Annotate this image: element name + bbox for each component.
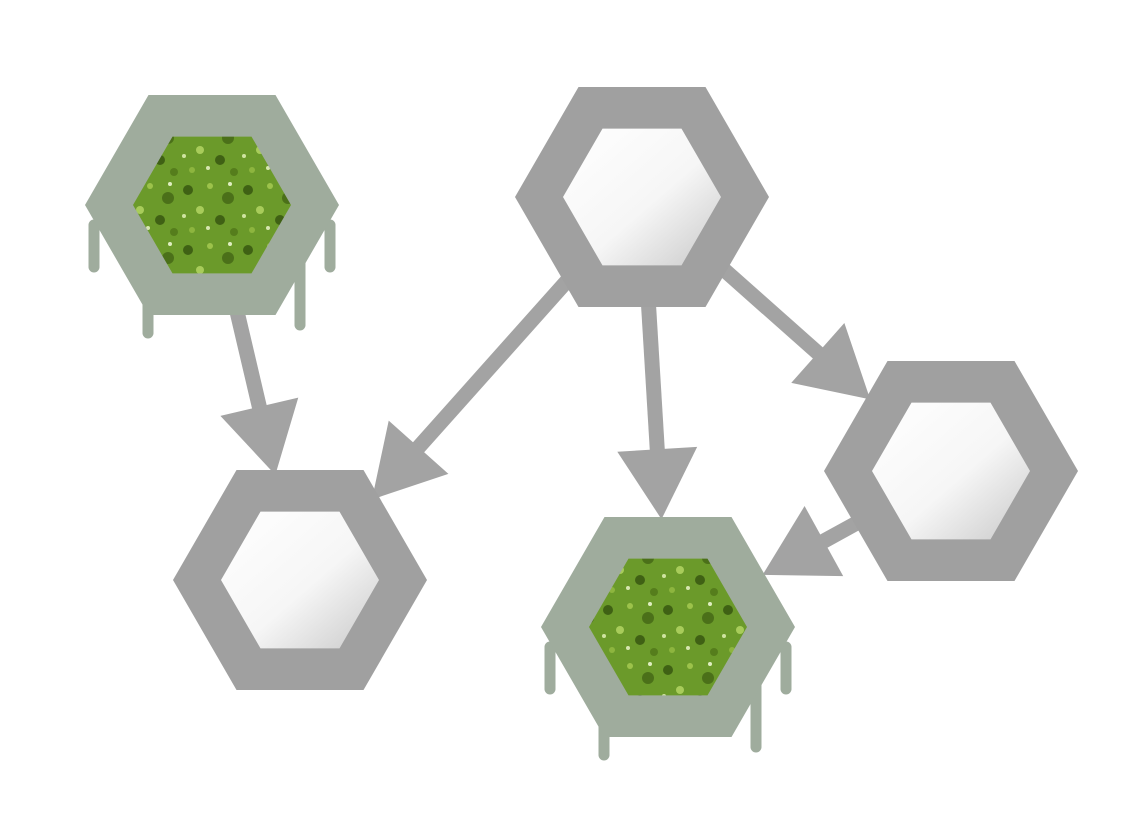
node-n2-clean xyxy=(515,87,769,307)
arrowhead-icon xyxy=(791,322,871,400)
edge-shaft xyxy=(641,304,665,454)
edge-shaft xyxy=(229,308,268,413)
node-n4-contaminated xyxy=(541,517,795,761)
node-n3-clean xyxy=(173,470,427,690)
clean-fill xyxy=(872,402,1030,540)
arrowhead-icon xyxy=(220,397,299,475)
slime-fill xyxy=(133,136,291,274)
node-n1-contaminated xyxy=(85,95,339,339)
arrowhead-icon xyxy=(371,420,449,500)
edge-arrow-n5-to-n4 xyxy=(762,506,861,577)
arrowhead-icon xyxy=(617,446,698,520)
edge-shaft xyxy=(816,516,861,550)
edge-shaft xyxy=(410,272,576,456)
edge-arrow-n2-to-n3 xyxy=(371,272,576,500)
arrowhead-icon xyxy=(762,506,844,577)
node-n5-clean xyxy=(824,361,1078,581)
edge-arrow-n2-to-n4 xyxy=(617,304,698,520)
edge-shaft xyxy=(717,263,826,362)
edge-arrow-n1-to-n3 xyxy=(220,308,299,475)
clean-fill xyxy=(563,128,721,266)
slime-fill xyxy=(589,558,747,696)
edge-arrow-n2-to-n5 xyxy=(717,263,871,400)
clean-fill xyxy=(221,511,379,649)
